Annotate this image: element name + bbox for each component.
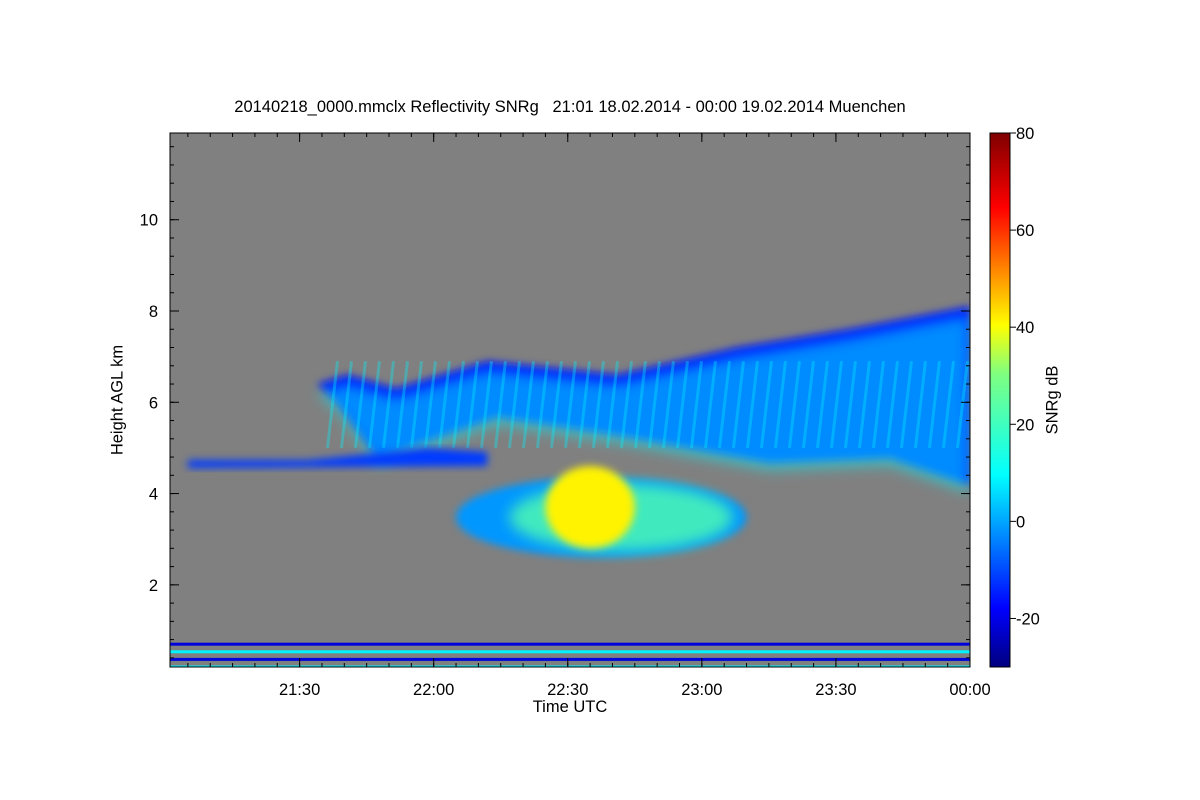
- y-tick-label: 6: [149, 394, 158, 412]
- clutter-line: [170, 665, 970, 667]
- fallstreak: [885, 361, 899, 449]
- x-tick-label: 23:00: [681, 681, 722, 699]
- fallstreak: [815, 361, 829, 449]
- x-tick-label: 21:30: [279, 681, 320, 699]
- x-tick-label: 23:30: [815, 681, 856, 699]
- fallstreak: [325, 361, 339, 449]
- clutter-line: [170, 642, 970, 646]
- echo-feature: [170, 642, 970, 667]
- fallstreak: [913, 361, 927, 449]
- colorbar-tick-label: -20: [1016, 610, 1040, 628]
- y-tick-label: 10: [140, 212, 158, 230]
- fallstreak: [745, 361, 759, 449]
- echo-feature: [545, 466, 635, 549]
- fallstreak: [871, 361, 885, 449]
- fallstreak: [339, 361, 353, 449]
- x-axis-label: Time UTC: [532, 698, 608, 716]
- fallstreak: [577, 361, 591, 449]
- colorbar-tick-label: 40: [1016, 319, 1034, 337]
- fallstreak: [395, 361, 409, 449]
- fallstreak: [619, 361, 633, 449]
- colorbar: [989, 132, 1011, 668]
- echo-shape: [545, 466, 635, 549]
- fallstreak: [507, 361, 521, 449]
- echo-features: [170, 306, 970, 667]
- x-tick-label: 22:00: [413, 681, 454, 699]
- fallstreak: [955, 361, 969, 449]
- fallstreak: [549, 361, 563, 449]
- fallstreak: [731, 361, 745, 449]
- fallstreak: [451, 361, 465, 449]
- colorbar-tick-label: 0: [1016, 513, 1025, 531]
- colorbar-tick-label: 20: [1016, 416, 1034, 434]
- fallstreak: [759, 361, 773, 449]
- fallstreak: [465, 361, 479, 449]
- fallstreak: [773, 361, 787, 449]
- colorbar-tick-label: 60: [1016, 222, 1034, 240]
- chart-title: 20140218_0000.mmclx Reflectivity SNRg 21…: [234, 98, 906, 116]
- fallstreak: [437, 361, 451, 449]
- fallstreak: [479, 361, 493, 449]
- y-ticks: 2 4 6 8 10: [140, 146, 970, 659]
- fallstreak: [409, 361, 423, 449]
- clutter-line: [170, 650, 970, 654]
- x-ticks: 21:30 22:00 22:30 23:00 23:30 00:00: [187, 133, 991, 699]
- fallstreak: [493, 361, 507, 449]
- fallstreak: [563, 361, 577, 449]
- fallstreak: [521, 361, 535, 449]
- echo-feature: [317, 306, 970, 493]
- fallstreak: [633, 361, 647, 449]
- fallstreak: [647, 361, 661, 449]
- fallstreak: [689, 361, 703, 449]
- plot-frame: [169, 132, 971, 668]
- fallstreak: [661, 361, 675, 449]
- fallstreak: [605, 361, 619, 449]
- fallstreak: [703, 361, 717, 449]
- y-tick-label: 2: [149, 577, 158, 595]
- y-tick-label: 8: [149, 303, 158, 321]
- x-tick-label: 22:30: [547, 681, 588, 699]
- fallstreak: [857, 361, 871, 449]
- y-tick-label: 4: [149, 486, 158, 504]
- fallstreak: [381, 361, 395, 449]
- fallstreak: [801, 361, 815, 449]
- fallstreak: [899, 361, 913, 449]
- fallstreak: [843, 361, 857, 449]
- echo-shape-inner: [317, 314, 970, 493]
- fallstreak: [941, 361, 955, 449]
- fallstreak: [535, 361, 549, 449]
- echo-shape: [187, 447, 488, 469]
- clutter-line: [170, 657, 970, 661]
- fallstreak: [423, 361, 437, 449]
- fallstreak: [927, 361, 941, 449]
- fallstreak: [367, 361, 381, 449]
- fallstreak: [353, 361, 367, 449]
- colorbar-tick-label: 80: [1016, 125, 1034, 143]
- colorbar-ticks: -20 0 20 40 60 80: [1010, 125, 1040, 628]
- fallstreak: [829, 361, 843, 449]
- fallstreak: [787, 361, 801, 449]
- fallstreak: [717, 361, 731, 449]
- x-tick-label: 00:00: [949, 681, 990, 699]
- fallstreak: [591, 361, 605, 449]
- fallstreak: [675, 361, 689, 449]
- echo-feature: [187, 447, 488, 469]
